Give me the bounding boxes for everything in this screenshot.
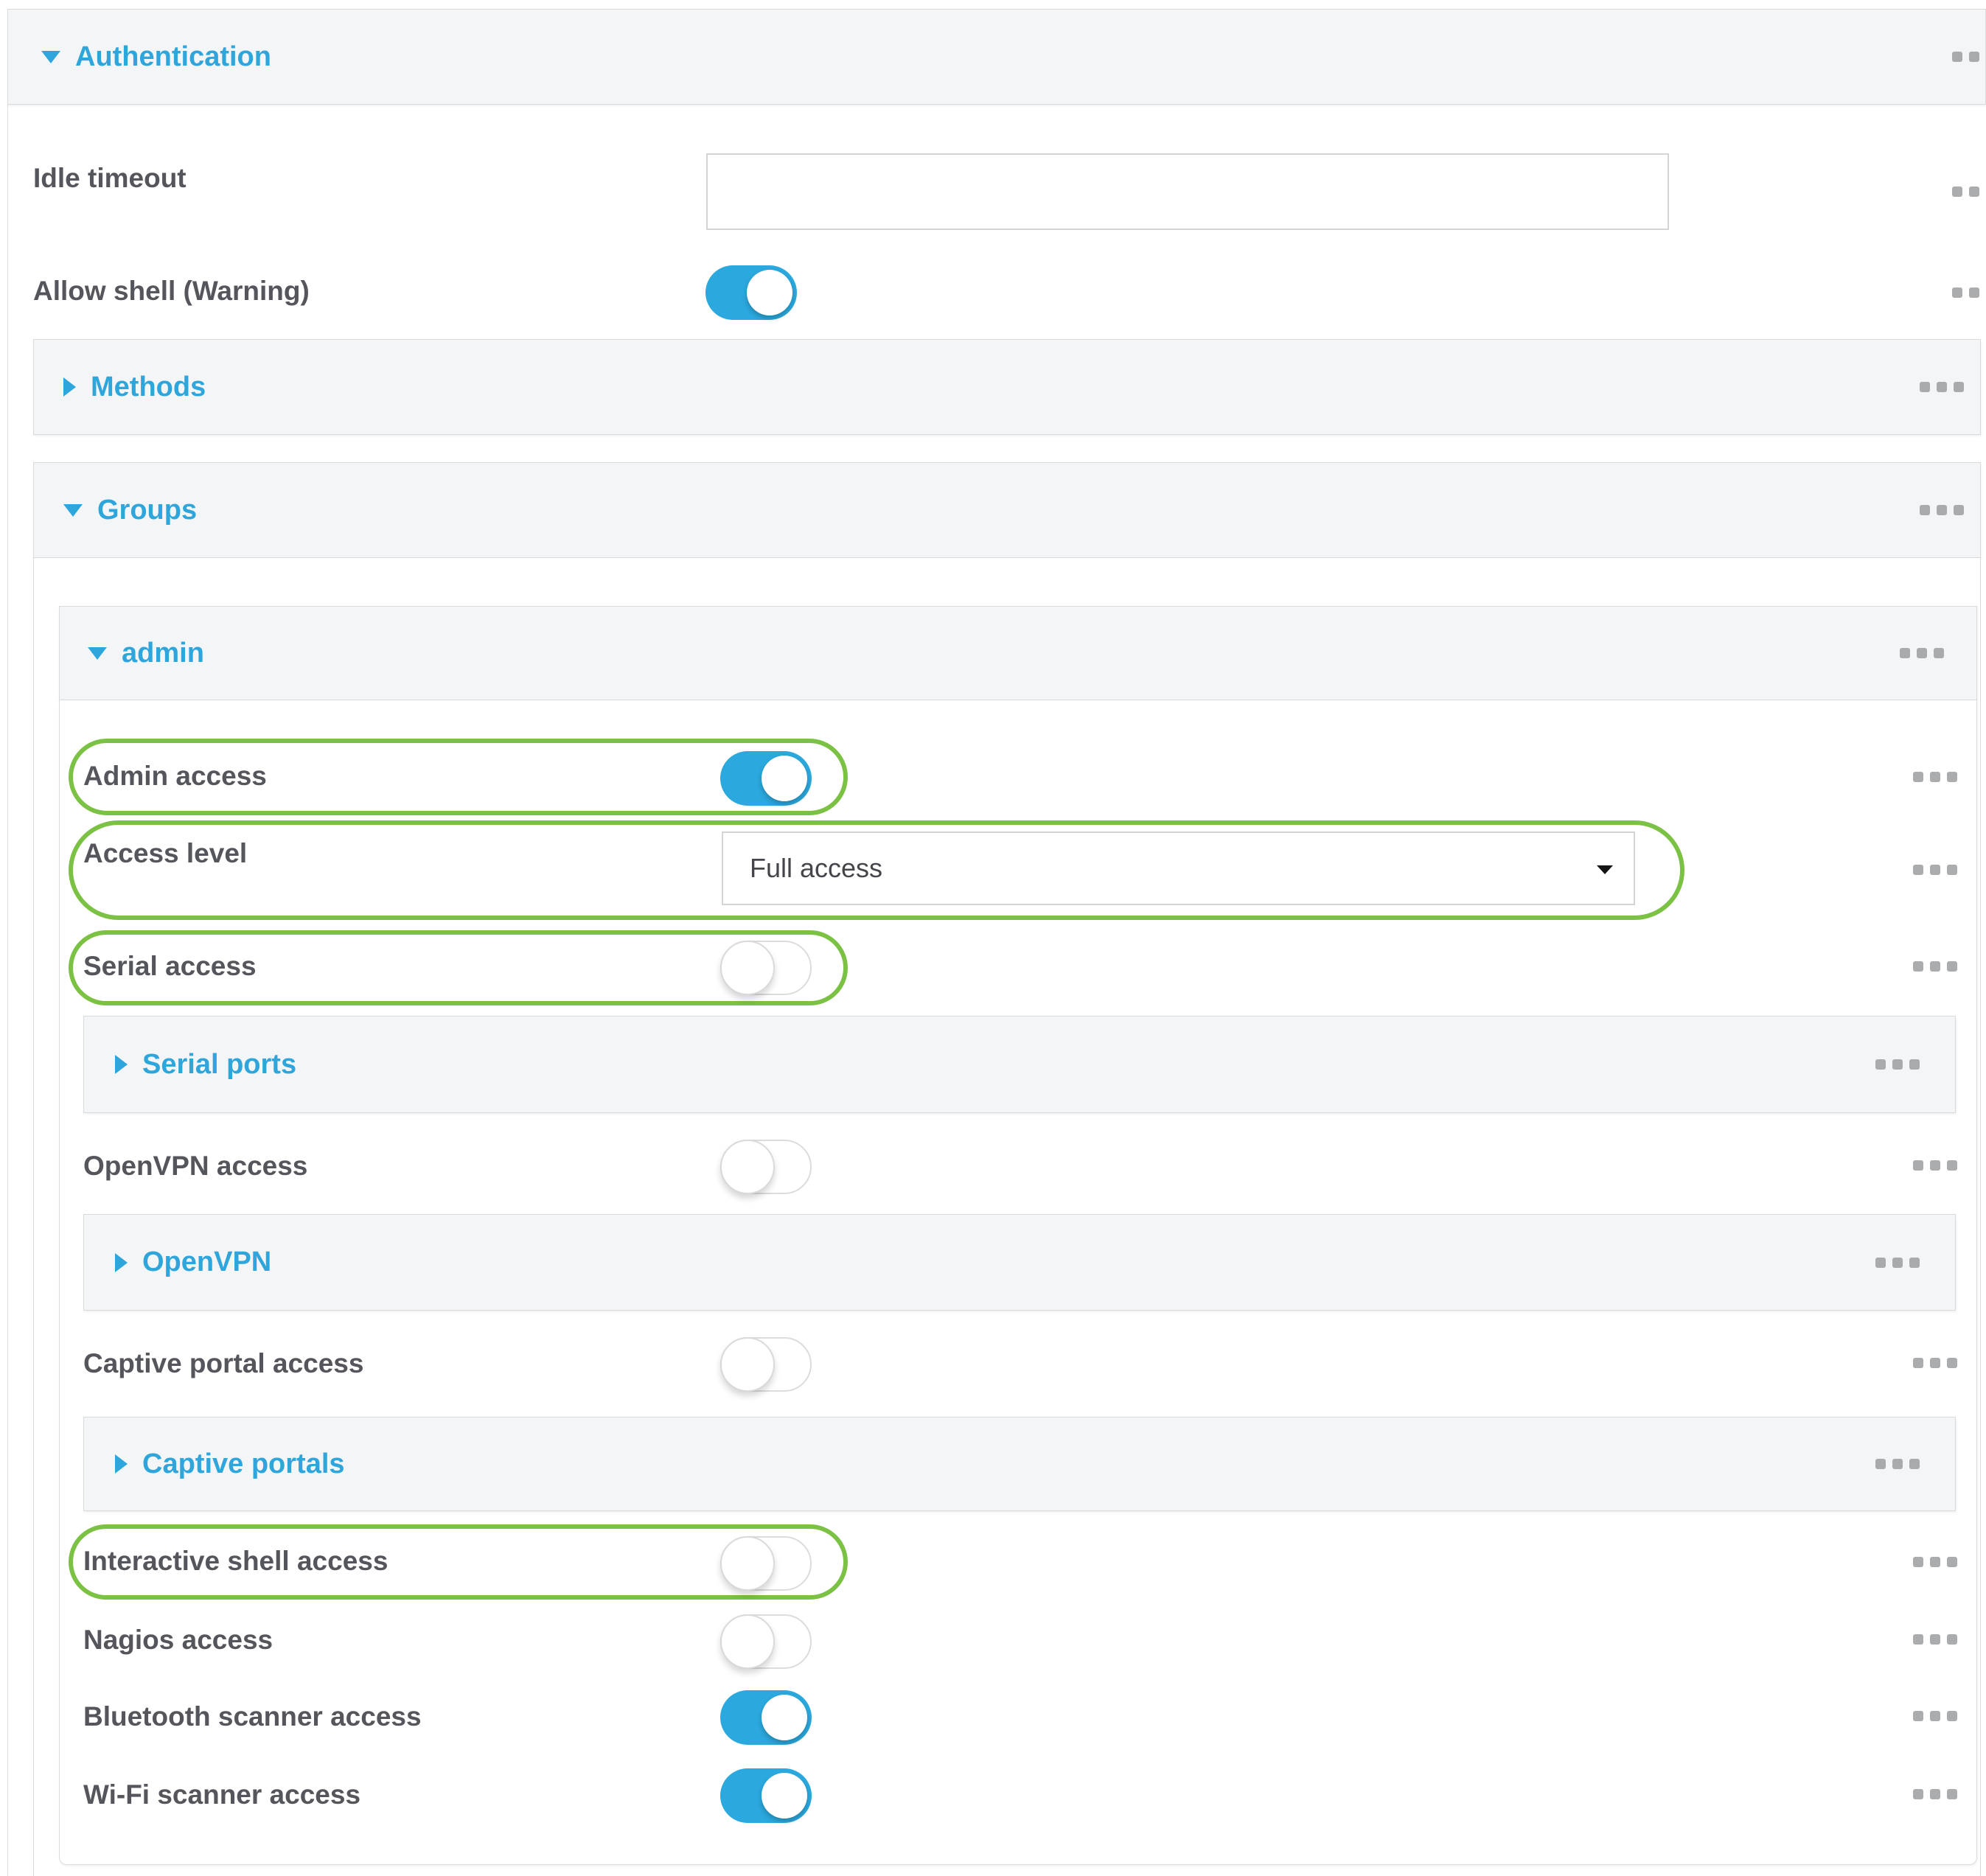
toggle-knob: [720, 1337, 775, 1392]
ellipsis-menu-icon[interactable]: [1913, 1634, 1957, 1645]
section-title: Authentication: [75, 41, 271, 72]
caret-down-icon: [88, 646, 107, 660]
section-header-openvpn[interactable]: OpenVPN: [83, 1214, 1956, 1311]
ellipsis-menu-icon[interactable]: [1875, 1459, 1920, 1469]
bluetooth-scanner-access-toggle[interactable]: [720, 1690, 812, 1745]
ellipsis-menu-icon[interactable]: [1913, 1160, 1957, 1171]
section-title: Serial ports: [142, 1048, 297, 1080]
section-title: admin: [122, 637, 204, 669]
openvpn-access-label: OpenVPN access: [83, 1151, 308, 1181]
section-header-admin[interactable]: admin: [59, 606, 1977, 700]
admin-access-label: Admin access: [83, 761, 267, 791]
ellipsis-menu-icon[interactable]: [1900, 648, 1944, 658]
bluetooth-scanner-access-label: Bluetooth scanner access: [83, 1701, 422, 1732]
captive-portal-access-toggle[interactable]: [720, 1337, 812, 1392]
toggle-knob: [720, 941, 775, 995]
section-title: Methods: [91, 371, 206, 402]
ellipsis-menu-icon[interactable]: [1952, 186, 1986, 197]
section-header-groups[interactable]: Groups: [33, 462, 1981, 558]
ellipsis-menu-icon[interactable]: [1952, 287, 1986, 298]
toggle-knob: [720, 1614, 775, 1669]
ellipsis-menu-icon[interactable]: [1875, 1059, 1920, 1070]
access-level-label: Access level: [83, 838, 248, 868]
serial-access-label: Serial access: [83, 951, 257, 981]
section-header-serial-ports[interactable]: Serial ports: [83, 1016, 1956, 1113]
caret-right-icon: [63, 377, 76, 397]
toggle-knob: [720, 1536, 775, 1591]
ellipsis-menu-icon[interactable]: [1875, 1257, 1920, 1268]
section-title: Captive portals: [142, 1448, 345, 1479]
section-header-methods[interactable]: Methods: [33, 339, 1981, 435]
captive-portal-access-label: Captive portal access: [83, 1348, 364, 1378]
nagios-access-toggle[interactable]: [720, 1614, 812, 1669]
caret-right-icon: [115, 1454, 128, 1474]
dropdown-caret-icon: [1597, 865, 1613, 874]
caret-right-icon: [115, 1055, 128, 1074]
ellipsis-menu-icon[interactable]: [1913, 1358, 1957, 1368]
toggle-knob: [747, 270, 792, 315]
toggle-knob: [762, 756, 807, 801]
serial-access-toggle[interactable]: [720, 941, 812, 995]
section-header-captive-portals[interactable]: Captive portals: [83, 1417, 1956, 1511]
caret-down-icon: [41, 50, 60, 63]
idle-timeout-input[interactable]: [706, 153, 1669, 230]
nagios-access-label: Nagios access: [83, 1625, 273, 1655]
interactive-shell-access-label: Interactive shell access: [83, 1546, 389, 1576]
ellipsis-menu-icon[interactable]: [1920, 505, 1964, 515]
access-level-select[interactable]: Full access: [722, 831, 1635, 905]
ellipsis-menu-icon[interactable]: [1913, 772, 1957, 782]
ellipsis-menu-icon[interactable]: [1952, 52, 1986, 62]
ellipsis-menu-icon[interactable]: [1920, 382, 1964, 392]
allow-shell-label: Allow shell (Warning): [33, 276, 310, 306]
caret-down-icon: [63, 503, 83, 517]
idle-timeout-label: Idle timeout: [33, 163, 187, 193]
selected-option: Full access: [750, 853, 883, 883]
ellipsis-menu-icon[interactable]: [1913, 1557, 1957, 1567]
ellipsis-menu-icon[interactable]: [1913, 1711, 1957, 1721]
ellipsis-menu-icon[interactable]: [1913, 961, 1957, 972]
toggle-knob: [762, 1695, 807, 1740]
section-title: Groups: [97, 494, 198, 526]
openvpn-access-toggle[interactable]: [720, 1140, 812, 1194]
admin-access-toggle[interactable]: [720, 751, 812, 806]
toggle-knob: [720, 1140, 775, 1194]
wifi-scanner-access-label: Wi-Fi scanner access: [83, 1779, 361, 1810]
section-title: OpenVPN: [142, 1246, 272, 1277]
ellipsis-menu-icon[interactable]: [1913, 865, 1957, 875]
ellipsis-menu-icon[interactable]: [1913, 1789, 1957, 1799]
wifi-scanner-access-toggle[interactable]: [720, 1768, 812, 1823]
allow-shell-toggle[interactable]: [705, 265, 797, 320]
section-header-authentication[interactable]: Authentication: [7, 9, 1986, 105]
interactive-shell-access-toggle[interactable]: [720, 1536, 812, 1591]
caret-right-icon: [115, 1252, 128, 1272]
toggle-knob: [762, 1773, 807, 1819]
section-border: [7, 104, 8, 1876]
